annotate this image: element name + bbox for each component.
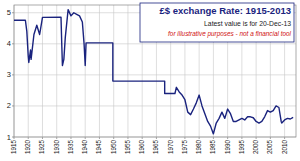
x-tick-label: 1935: [67, 140, 74, 155]
y-tick-label: 2: [7, 101, 11, 110]
grid-line: [85, 5, 86, 137]
title-box: [140, 3, 294, 42]
annotation: for illustrative purposes - not a financ…: [168, 30, 291, 38]
x-tick-label: 1965: [152, 140, 159, 155]
grid-line: [42, 5, 43, 137]
x-tick-label: 1970: [167, 140, 174, 155]
x-tick-label: 2000: [252, 140, 259, 155]
x-tick-label: 1930: [53, 140, 60, 155]
y-tick-label: 5: [7, 8, 11, 17]
grid-line: [14, 74, 296, 75]
y-tick-label: 1: [7, 133, 11, 142]
x-tick-label: 2010: [281, 140, 288, 155]
grid-line: [14, 43, 296, 44]
x-tick-label: 1975: [181, 140, 188, 155]
x-tick-label: 2005: [266, 140, 273, 155]
x-tick-label: 1985: [209, 140, 216, 155]
x-tick-label: 1960: [138, 140, 145, 155]
y-tick-label: 3: [7, 70, 11, 79]
x-tick-label: 1915: [10, 140, 17, 155]
grid-line: [99, 5, 100, 137]
x-tick-label: 1990: [224, 140, 231, 155]
x-tick-label: 1980: [195, 140, 202, 155]
x-tick-label: 1995: [238, 140, 245, 155]
x-tick-label: 1955: [124, 140, 131, 155]
x-tick-label: 1945: [95, 140, 102, 155]
grid-line: [56, 5, 57, 137]
x-tick-label: 1925: [38, 140, 45, 155]
grid-line: [127, 5, 128, 137]
subtitle: Latest value is for 20-Dec-13: [204, 20, 291, 27]
x-tick-label: 1920: [24, 140, 31, 155]
chart: 1915 1920 1925 1930 1935 1940 1945 1950 1955 1960…: [0, 0, 300, 161]
grid-line: [14, 105, 296, 106]
x-tick-label: 1940: [81, 140, 88, 155]
y-tick-label: 4: [7, 39, 11, 48]
grid-line: [70, 5, 71, 137]
x-tick-label: 1950: [110, 140, 117, 155]
title: £$ exchange Rate: 1915-2013: [160, 5, 292, 16]
grid-line: [28, 5, 29, 137]
